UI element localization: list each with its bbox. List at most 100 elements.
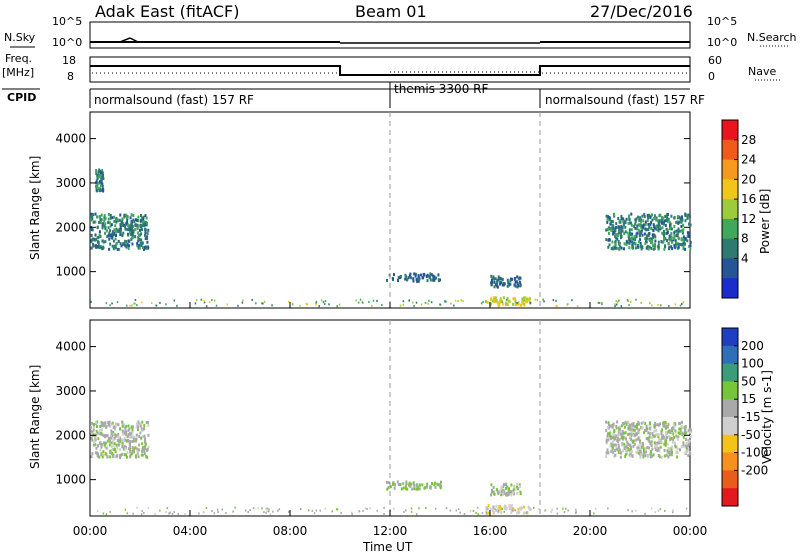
power-echo-cell — [677, 221, 680, 225]
velocity-echo-cell — [487, 511, 490, 515]
velocity-echo-cell — [632, 422, 635, 426]
velocity-echo-cell — [116, 453, 119, 457]
power-echo-cell — [139, 241, 142, 245]
velocity-echo-cell — [141, 510, 143, 513]
velocity-echo-cell — [386, 487, 389, 491]
power-echo-cell — [679, 304, 682, 307]
power-echo-cell — [657, 219, 659, 223]
velocity-echo-cell — [629, 451, 632, 455]
velocity-colorbar-swatch — [722, 470, 738, 489]
velocity-echo-cell — [520, 508, 522, 511]
power-echo-cell — [94, 220, 97, 224]
nsearch-tick-top: 10^5 — [707, 15, 738, 28]
power-echo-cell — [613, 214, 616, 218]
power-echo-cell — [682, 223, 685, 227]
power-echo-cell — [620, 230, 623, 234]
power-echo-cell — [649, 222, 652, 226]
power-echo-cell — [131, 304, 133, 307]
power-echo-cell — [666, 231, 669, 234]
velocity-echo-cell — [575, 511, 577, 514]
power-echo-cell — [261, 302, 263, 305]
power-echo-cell — [133, 220, 136, 224]
velocity-echo-cell — [653, 434, 656, 438]
power-echo-cell — [406, 278, 409, 282]
power-echo-cell — [622, 217, 625, 221]
velocity-echo-cell — [117, 433, 120, 436]
power-echo-cell — [115, 220, 118, 224]
power-echo-cell — [651, 304, 653, 307]
velocity-echo-cell — [147, 424, 150, 427]
velocity-echo-cell — [665, 453, 668, 457]
velocity-echo-cell — [265, 507, 267, 510]
power-echo-cell — [173, 299, 176, 302]
velocity-echo-cell — [615, 425, 618, 428]
velocity-echo-cell — [498, 507, 501, 511]
power-colorbar-tick-label: 28 — [741, 133, 756, 147]
velocity-echo-cell — [633, 433, 636, 437]
power-echo-cell — [194, 302, 197, 305]
power-echo-cell — [118, 247, 121, 251]
velocity-echo-cell — [109, 434, 112, 438]
velocity-echo-cell — [653, 423, 656, 427]
power-echo-cell — [142, 217, 145, 221]
power-echo-cell — [493, 280, 496, 284]
velocity-echo-cell — [159, 509, 161, 512]
power-echo-cell — [444, 300, 446, 303]
velocity-echo-cell — [115, 434, 118, 438]
power-echo-cell — [416, 279, 419, 283]
velocity-echo-cell — [102, 450, 105, 454]
velocity-echo-cell — [131, 428, 134, 432]
velocity-echo-cell — [504, 504, 506, 508]
power-echo-cell — [512, 302, 514, 306]
power-echo-cell — [629, 300, 632, 303]
power-echo-cell — [414, 272, 417, 276]
power-echo-cell — [125, 216, 128, 220]
power-echo-cell — [650, 237, 653, 241]
velocity-echo-cell — [138, 435, 141, 438]
power-echo-cell — [686, 216, 689, 220]
velocity-echo-cell — [143, 512, 145, 514]
velocity-echo-cell — [667, 450, 670, 454]
power-colorbar-swatch — [722, 199, 738, 220]
power-echo-cell — [445, 300, 447, 303]
power-echo-cell — [687, 213, 690, 217]
velocity-echo-cell — [506, 493, 509, 497]
date-title: 27/Dec/2016 — [590, 2, 693, 21]
power-echo-cell — [103, 224, 106, 228]
power-echo-cell — [663, 229, 665, 233]
velocity-echo-cell — [551, 508, 553, 511]
velocity-echo-cell — [677, 435, 680, 439]
power-echo-cell — [92, 220, 95, 224]
velocity-echo-cell — [689, 430, 691, 434]
power-echo-cell — [641, 225, 644, 229]
power-echo-cell — [628, 228, 631, 232]
power-echo-cell — [432, 274, 435, 278]
power-echo-cell — [429, 278, 432, 282]
velocity-echo-cell — [635, 438, 638, 442]
velocity-echo-cell — [527, 505, 530, 509]
velocity-echo-cell — [97, 453, 100, 457]
velocity-colorbar-tick-label: -15 — [741, 410, 761, 424]
velocity-echo-cell — [667, 455, 670, 459]
velocity-echo-cell — [616, 433, 619, 437]
velocity-echo-cell — [611, 435, 614, 439]
velocity-echo-cell — [661, 435, 664, 439]
velocity-echo-cell — [127, 424, 130, 428]
velocity-echo-cell — [628, 424, 631, 428]
power-echo-cell — [612, 247, 615, 251]
velocity-echo-cell — [94, 438, 97, 442]
velocity-echo-cell — [404, 486, 407, 490]
power-echo-cell — [639, 220, 642, 224]
velocity-echo-cell — [405, 480, 408, 484]
x-tick-label: 08:00 — [273, 524, 308, 538]
velocity-echo-cell — [613, 437, 616, 441]
power-echo-cell — [623, 247, 625, 251]
power-echo-cell — [631, 240, 634, 244]
velocity-echo-cell — [626, 452, 628, 456]
velocity-echo-cell — [93, 439, 96, 443]
power-echo-cell — [96, 173, 99, 177]
velocity-echo-cell — [638, 422, 640, 426]
power-echo-cell — [136, 225, 139, 229]
power-echo-cell — [678, 220, 681, 224]
power-echo-cell — [147, 228, 150, 232]
